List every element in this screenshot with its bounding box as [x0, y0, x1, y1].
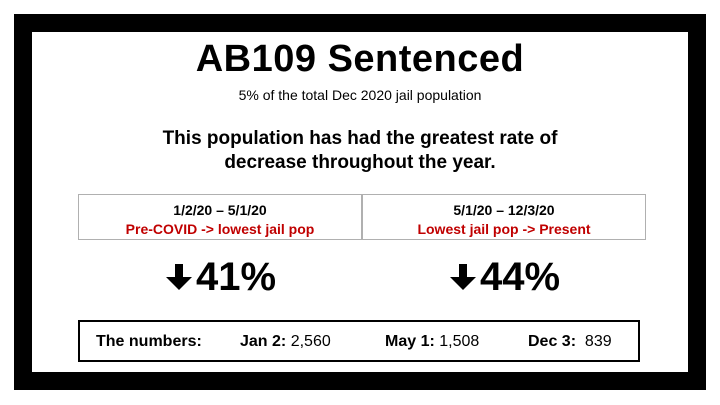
number-label: Jan 2:	[240, 333, 287, 350]
period-range: 1/2/20 – 5/1/20	[173, 202, 267, 218]
period-description: Lowest jail pop -> Present	[417, 221, 591, 237]
period-box-present: 5/1/20 – 12/3/20 Lowest jail pop -> Pres…	[362, 194, 646, 240]
decrease-value: 41%	[195, 255, 277, 299]
description-text: This population has had the greatest rat…	[162, 128, 558, 173]
decrease-percent-right: 44%	[362, 255, 646, 300]
slide-title: AB109 Sentenced	[195, 38, 525, 80]
number-jan: Jan 2: 2,560	[240, 333, 331, 351]
number-may: May 1: 1,508	[385, 333, 479, 351]
numbers-box: The numbers: Jan 2: 2,560 May 1: 1,508 D…	[78, 320, 640, 362]
slide-subtitle: 5% of the total Dec 2020 jail population	[238, 87, 482, 103]
period-range: 5/1/20 – 12/3/20	[453, 202, 555, 218]
number-label: Dec 3:	[528, 333, 577, 350]
period-box-pre-covid: 1/2/20 – 5/1/20 Pre-COVID -> lowest jail…	[78, 194, 362, 240]
arrow-down-icon	[165, 264, 192, 290]
content-panel	[32, 32, 688, 372]
number-label: May 1:	[385, 333, 435, 350]
number-value: 2,560	[290, 333, 331, 350]
number-dec: Dec 3: 839	[528, 333, 612, 351]
decrease-percent-left: 41%	[78, 255, 362, 300]
arrow-down-icon	[449, 264, 476, 290]
numbers-heading: The numbers:	[96, 333, 202, 350]
period-description: Pre-COVID -> lowest jail pop	[125, 221, 315, 237]
number-value: 839	[584, 333, 612, 350]
decrease-value: 44%	[479, 255, 561, 299]
number-value: 1,508	[439, 333, 480, 350]
